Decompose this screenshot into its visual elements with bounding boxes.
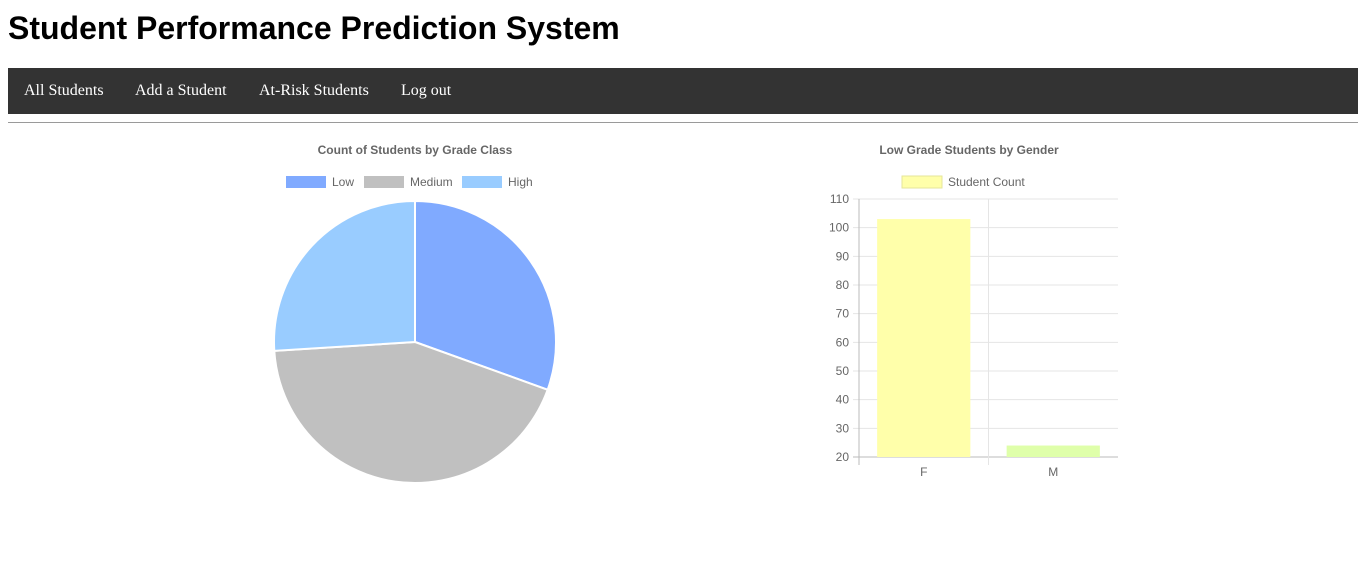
nav-log-out[interactable]: Log out bbox=[401, 82, 452, 99]
bar-y-tick-label: 70 bbox=[836, 307, 850, 321]
nav-all-students[interactable]: All Students bbox=[24, 82, 104, 99]
nav-add-student[interactable]: Add a Student bbox=[135, 82, 227, 99]
pie-slice-high[interactable] bbox=[273, 199, 416, 352]
pie-legend-swatch-high[interactable] bbox=[462, 176, 502, 188]
pie-chart-title: Count of Students by Grade Class bbox=[318, 143, 513, 157]
navbar: All Students Add a Student At-Risk Stude… bbox=[8, 68, 1358, 114]
bar-y-tick-label: 30 bbox=[836, 421, 850, 435]
bar-y-tick-label: 80 bbox=[836, 278, 850, 292]
bar-legend-swatch[interactable] bbox=[901, 175, 943, 189]
bar-x-label-m: M bbox=[1048, 465, 1058, 479]
bar-y-tick-label: 40 bbox=[836, 393, 850, 407]
bar-x-label-f: F bbox=[920, 465, 927, 479]
bar-m[interactable] bbox=[1006, 445, 1100, 457]
bar-y-tick-label: 20 bbox=[836, 450, 850, 464]
pie-legend-label-medium: Medium bbox=[410, 175, 453, 189]
bar-legend-label: Student Count bbox=[948, 175, 1025, 189]
page-title: Student Performance Prediction System bbox=[8, 10, 620, 46]
grade-class-pie-chart: Count of Students by Grade Class Low Medi… bbox=[273, 143, 557, 484]
bar-y-tick-label: 60 bbox=[836, 335, 850, 349]
pie-legend-swatch-low[interactable] bbox=[286, 176, 326, 188]
pie-legend-label-high: High bbox=[508, 175, 533, 189]
nav-at-risk-students[interactable]: At-Risk Students bbox=[259, 82, 369, 99]
divider bbox=[8, 122, 1358, 123]
pie-legend-label-low: Low bbox=[332, 175, 354, 189]
gender-bar-chart: Low Grade Students by Gender Student Cou… bbox=[829, 143, 1118, 479]
bar-y-tick-label: 50 bbox=[836, 364, 850, 378]
bar-legend: Student Count bbox=[901, 175, 1025, 189]
bar-f[interactable] bbox=[877, 219, 971, 457]
bar-bars bbox=[877, 219, 1100, 457]
bar-y-tick-label: 110 bbox=[830, 192, 849, 206]
bar-y-ticks: 110 100 90 80 70 60 50 40 30 20 bbox=[829, 192, 849, 464]
pie-legend-swatch-medium[interactable] bbox=[364, 176, 404, 188]
pie-slices bbox=[273, 199, 557, 484]
bar-y-tick-label: 100 bbox=[829, 221, 849, 235]
pie-slice-medium[interactable] bbox=[273, 340, 549, 484]
pie-slice-low[interactable] bbox=[414, 199, 557, 392]
bar-y-tick-label: 90 bbox=[836, 249, 850, 263]
bar-chart-title: Low Grade Students by Gender bbox=[879, 143, 1059, 157]
pie-legend: Low Medium High bbox=[286, 175, 533, 189]
